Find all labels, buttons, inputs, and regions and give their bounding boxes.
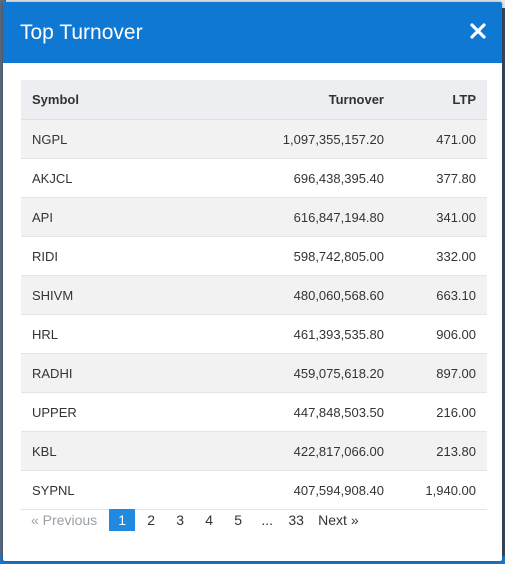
table-row[interactable]: KBL 422,817,066.00 213.80 [21,431,487,471]
cell-symbol: RIDI [21,236,193,276]
table-row[interactable]: RIDI 598,742,805.00 332.00 [21,236,487,276]
table-row[interactable]: SHIVM 480,060,568.60 663.10 [21,275,487,315]
cell-symbol: UPPER [21,392,193,432]
page-link-5[interactable]: 5 [234,512,243,528]
cell-ltp: 341.00 [395,197,487,237]
page-link-last[interactable]: 33 [288,512,304,528]
cell-symbol: KBL [21,431,193,471]
page-link-3[interactable]: 3 [176,512,185,528]
cell-symbol: SHIVM [21,275,193,315]
cell-turnover: 616,847,194.80 [193,197,395,237]
column-header-ltp: LTP [395,80,487,120]
table-row[interactable]: UPPER 447,848,503.50 216.00 [21,392,487,432]
page-link-2[interactable]: 2 [147,512,156,528]
cell-ltp: 332.00 [395,236,487,276]
previous-page-link: « Previous [31,512,98,528]
cell-turnover: 1,097,355,157.20 [193,119,395,159]
cell-symbol: HRL [21,314,193,354]
cell-turnover: 696,438,395.40 [193,158,395,198]
turnover-table-container: Symbol Turnover LTP NGPL 1,097,355,157.20… [21,80,487,510]
column-header-turnover: Turnover [193,80,395,120]
cell-symbol: RADHI [21,353,193,393]
table-header-row: Symbol Turnover LTP [21,80,487,120]
cell-ltp: 906.00 [395,314,487,354]
cell-turnover: 447,848,503.50 [193,392,395,432]
cell-ltp: 471.00 [395,119,487,159]
table-row[interactable]: AKJCL 696,438,395.40 377.80 [21,158,487,198]
cell-turnover: 461,393,535.80 [193,314,395,354]
cell-turnover: 459,075,618.20 [193,353,395,393]
pagination-ellipsis: ... [261,512,273,528]
turnover-table: Symbol Turnover LTP NGPL 1,097,355,157.20… [21,80,487,510]
cell-turnover: 480,060,568.60 [193,275,395,315]
cell-symbol: SYPNL [21,470,193,510]
next-page-link[interactable]: Next » [318,512,359,528]
cell-symbol: API [21,197,193,237]
cell-symbol: AKJCL [21,158,193,198]
cell-ltp: 897.00 [395,353,487,393]
modal-title: Top Turnover [20,21,143,44]
column-header-symbol: Symbol [21,80,193,120]
table-row[interactable]: HRL 461,393,535.80 906.00 [21,314,487,354]
cell-ltp: 213.80 [395,431,487,471]
close-x-icon [470,23,486,39]
page-link-1[interactable]: 1 [109,509,136,531]
cell-ltp: 1,940.00 [395,470,487,510]
cell-symbol: NGPL [21,119,193,159]
cell-ltp: 216.00 [395,392,487,432]
table-row[interactable]: SYPNL 407,594,908.40 1,940.00 [21,470,487,510]
cell-turnover: 598,742,805.00 [193,236,395,276]
cell-ltp: 377.80 [395,158,487,198]
close-button[interactable] [468,21,488,41]
top-turnover-modal: Top Turnover Symbol Turnover LTP NGPL 1,0… [3,2,502,561]
cell-turnover: 407,594,908.40 [193,470,395,510]
cell-ltp: 663.10 [395,275,487,315]
modal-header: Top Turnover [3,2,502,63]
table-row[interactable]: NGPL 1,097,355,157.20 471.00 [21,119,487,159]
table-row[interactable]: RADHI 459,075,618.20 897.00 [21,353,487,393]
page-link-4[interactable]: 4 [205,512,214,528]
table-row[interactable]: API 616,847,194.80 341.00 [21,197,487,237]
cell-turnover: 422,817,066.00 [193,431,395,471]
